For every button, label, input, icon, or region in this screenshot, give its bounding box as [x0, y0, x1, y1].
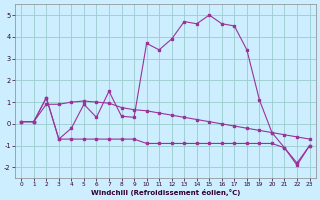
X-axis label: Windchill (Refroidissement éolien,°C): Windchill (Refroidissement éolien,°C) — [91, 189, 240, 196]
